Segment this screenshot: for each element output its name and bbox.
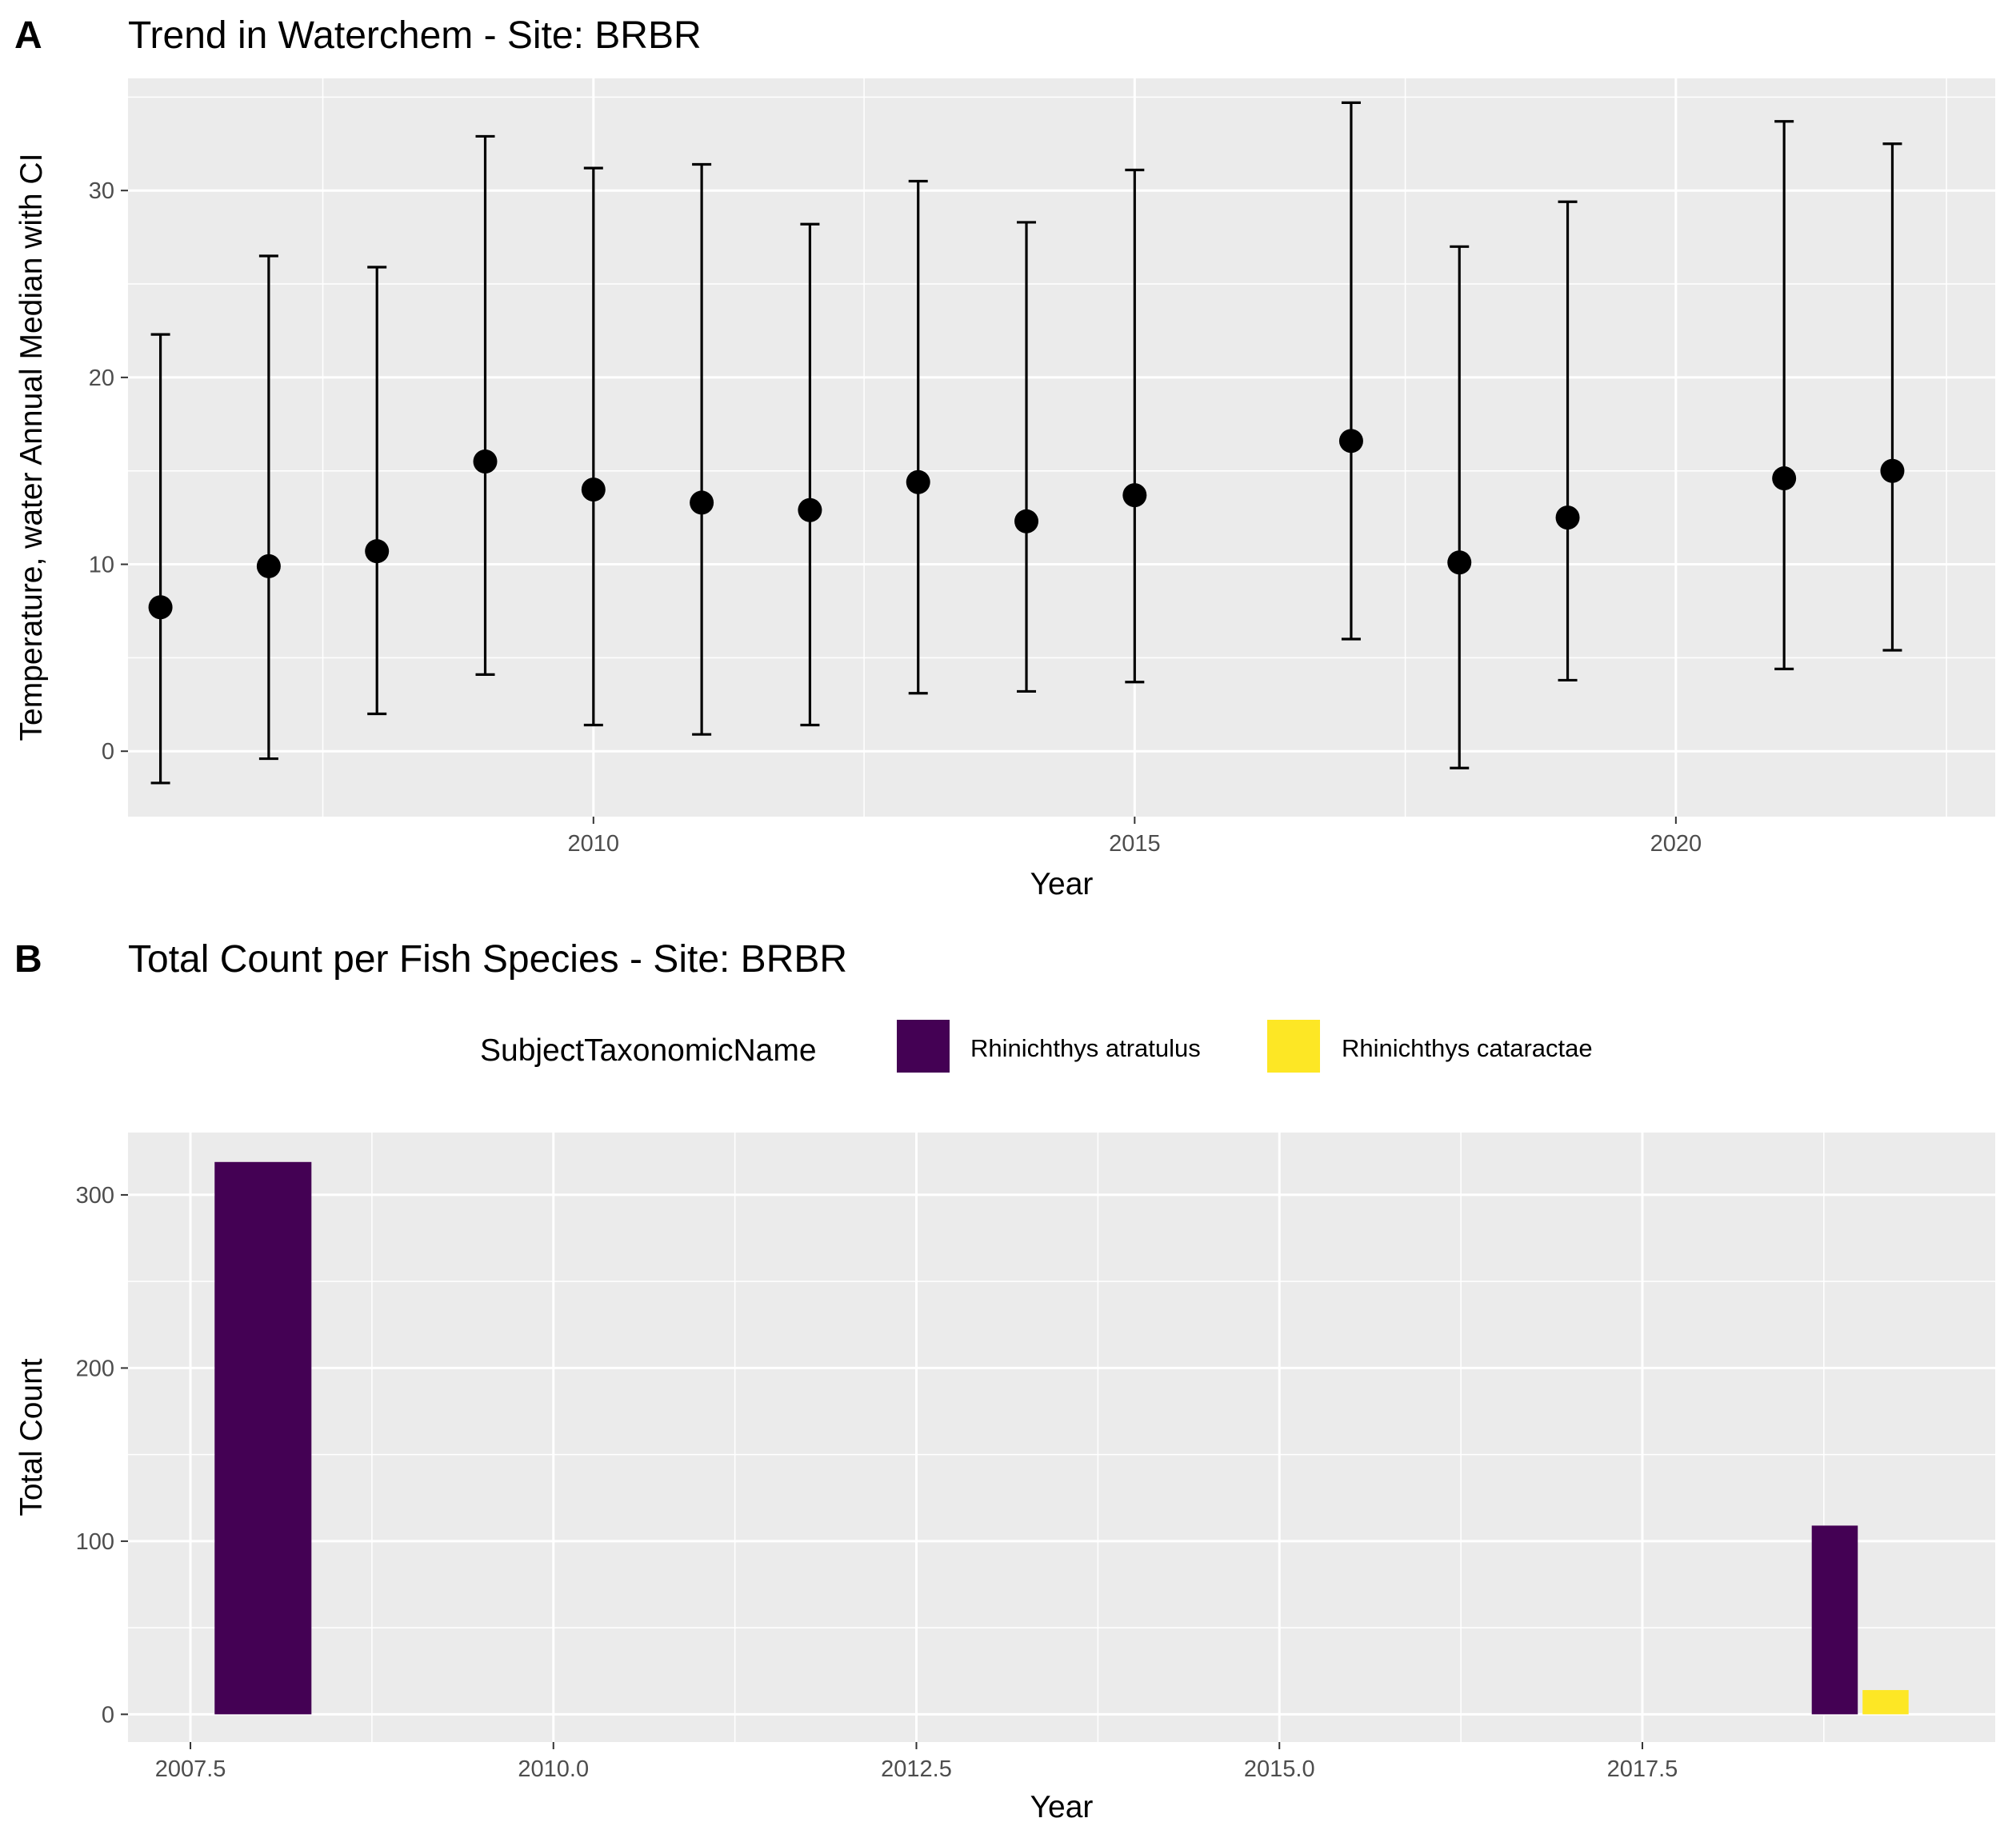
panel-a-x-axis-title: Year bbox=[1030, 867, 1094, 901]
median-point bbox=[1772, 466, 1797, 491]
median-point bbox=[1122, 483, 1147, 508]
legend-title: SubjectTaxonomicName bbox=[480, 1033, 817, 1068]
bar-rhinichthys-cataractae bbox=[1862, 1690, 1909, 1715]
panel-b-y-tick-label: 100 bbox=[76, 1529, 114, 1555]
panel-a-y-tick-label: 0 bbox=[102, 739, 114, 765]
panel-a-y-tick-labels: 0 10 20 30 bbox=[89, 178, 128, 765]
panel-a-gridlines bbox=[128, 78, 1995, 817]
panel-b: B Total Count per Fish Species - Site: B… bbox=[14, 938, 1995, 1824]
median-point bbox=[1447, 550, 1472, 575]
panel-b-x-axis-title: Year bbox=[1030, 1790, 1094, 1824]
panel-a-y-axis-title: Temperature, water Annual Median with CI bbox=[14, 154, 49, 741]
panel-a-tag: A bbox=[14, 14, 42, 57]
panel-b-x-tick-label: 2012.5 bbox=[881, 1756, 952, 1782]
panel-a-y-tick-label: 10 bbox=[89, 553, 114, 578]
bar-rhinichthys-atratulus bbox=[214, 1161, 312, 1715]
median-point bbox=[1555, 505, 1580, 530]
panel-a-title: Trend in Waterchem - Site: BRBR bbox=[128, 14, 702, 57]
median-point bbox=[1014, 509, 1039, 533]
panel-b-x-tick-label: 2007.5 bbox=[155, 1756, 226, 1782]
panel-b-x-tick-label: 2017.5 bbox=[1607, 1756, 1678, 1782]
median-point bbox=[148, 595, 173, 620]
panel-b-x-tick-labels: 2007.5 2010.0 2012.5 2015.0 2017.5 bbox=[155, 1742, 1678, 1782]
bar-rhinichthys-atratulus bbox=[1811, 1525, 1858, 1715]
median-point bbox=[473, 450, 498, 474]
panel-a-x-tick-label: 2010 bbox=[568, 831, 620, 857]
legend-label-rhinichthys-atratulus: Rhinichthys atratulus bbox=[970, 1034, 1201, 1062]
panel-a-x-tick-label: 2020 bbox=[1650, 831, 1702, 857]
panel-b-gridlines bbox=[128, 1133, 1995, 1742]
panel-a-plot-background bbox=[128, 78, 1995, 817]
panel-b-tag: B bbox=[14, 938, 42, 981]
panel-a-y-tick-label: 20 bbox=[89, 366, 114, 391]
median-point bbox=[906, 469, 930, 494]
panel-b-y-tick-label: 200 bbox=[76, 1356, 114, 1381]
panel-b-title: Total Count per Fish Species - Site: BRB… bbox=[128, 938, 847, 981]
panel-b-bars bbox=[214, 1161, 1909, 1715]
panel-b-x-tick-label: 2015.0 bbox=[1244, 1756, 1315, 1782]
panel-a-x-tick-label: 2015 bbox=[1109, 831, 1161, 857]
panel-a: A Trend in Waterchem - Site: BRBR 0 10 20 3… bbox=[14, 14, 1995, 901]
panel-a-y-tick-label: 30 bbox=[89, 178, 114, 204]
median-point bbox=[1880, 458, 1905, 483]
panel-b-x-tick-label: 2010.0 bbox=[518, 1756, 589, 1782]
median-point bbox=[798, 497, 822, 522]
legend: SubjectTaxonomicName Rhinichthys atratul… bbox=[480, 1020, 1593, 1073]
legend-swatch-rhinichthys-cataractae bbox=[1267, 1020, 1320, 1073]
legend-swatch-rhinichthys-atratulus bbox=[897, 1020, 950, 1073]
panel-b-y-axis-title: Total Count bbox=[14, 1358, 49, 1516]
legend-label-rhinichthys-cataractae: Rhinichthys cataractae bbox=[1342, 1034, 1593, 1062]
median-point bbox=[690, 490, 714, 515]
panel-a-x-tick-labels: 2010 2015 2020 bbox=[568, 817, 1702, 857]
panel-b-y-tick-label: 300 bbox=[76, 1183, 114, 1209]
panel-b-y-tick-label: 0 bbox=[102, 1702, 114, 1728]
panel-b-plot-background bbox=[128, 1133, 1995, 1742]
panel-a-marks bbox=[148, 101, 1905, 785]
median-point bbox=[365, 539, 390, 564]
median-point bbox=[1338, 429, 1363, 454]
median-point bbox=[256, 553, 281, 578]
median-point bbox=[581, 477, 606, 502]
panel-b-y-tick-labels: 0 100 200 300 bbox=[76, 1183, 128, 1728]
